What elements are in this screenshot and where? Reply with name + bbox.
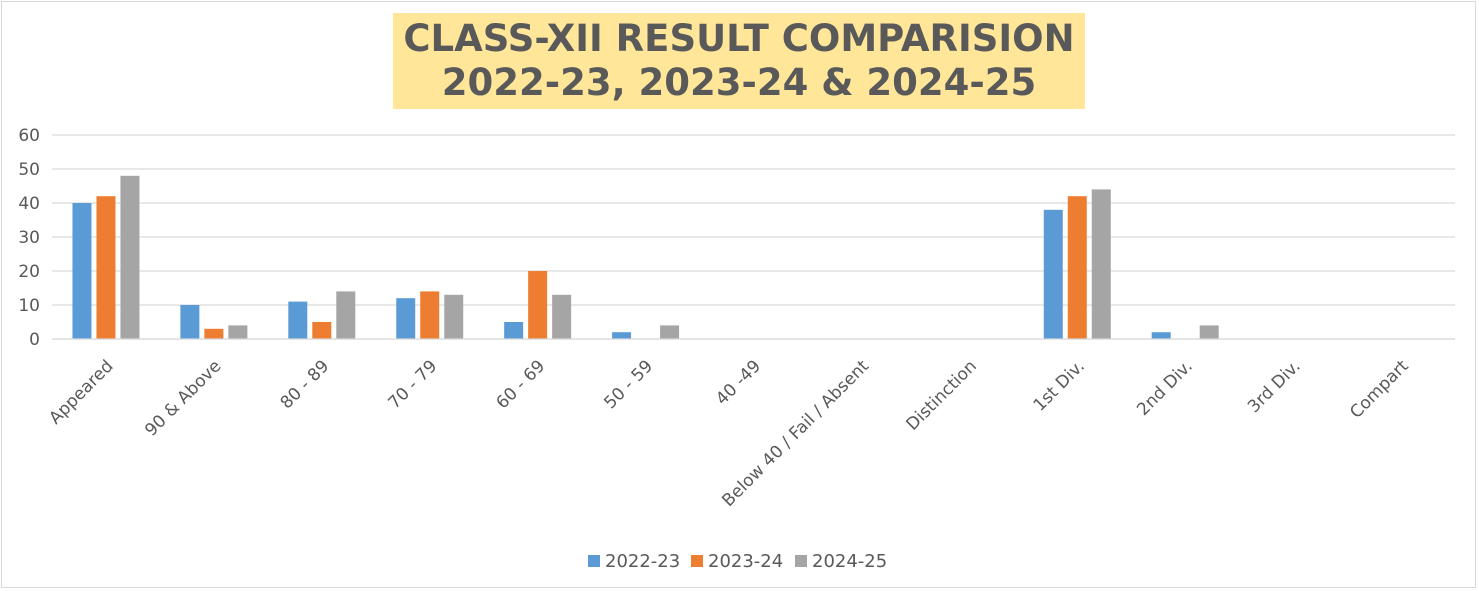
x-tick-label: 50 - 59: [600, 356, 657, 413]
legend-swatch-2024-25: [795, 555, 807, 567]
bar-2023-24-1st Div.: [1067, 196, 1087, 339]
y-tick-label: 50: [18, 160, 40, 180]
bar-2024-25-Appeared: [120, 175, 140, 339]
x-tick-label: 60 - 69: [492, 356, 549, 413]
y-tick-label: 0: [29, 330, 40, 350]
bar-2023-24-Appeared: [96, 196, 116, 339]
bar-2022-23-90 & Above: [180, 305, 200, 339]
bar-2024-25-80 - 89: [336, 291, 356, 339]
x-tick-label: 90 & Above: [141, 356, 225, 440]
x-axis: Appeared 90 & Above 80 - 89 70 - 79 60 - 69 5…: [45, 338, 1455, 511]
bar-2024-25-90 & Above: [228, 325, 248, 339]
y-tick-label: 20: [18, 262, 40, 282]
bars: [72, 175, 1219, 339]
x-tick-label: 1st Div.: [1030, 356, 1089, 415]
legend-label-2024-25: 2024-25: [812, 551, 887, 572]
bar-2022-23-50 - 59: [612, 332, 632, 339]
bar-2022-23-2nd Div.: [1151, 332, 1171, 339]
x-tick-label: 80 - 89: [277, 356, 334, 413]
x-tick-label: Appeared: [45, 356, 117, 428]
legend-label-2023-24: 2023-24: [708, 551, 783, 572]
bar-2022-23-70 - 79: [396, 298, 416, 339]
y-tick-label: 10: [18, 296, 40, 316]
x-tick-label: 40 -49: [712, 356, 765, 409]
bar-2024-25-70 - 79: [444, 294, 464, 339]
y-tick-label: 60: [18, 126, 40, 146]
gridlines: [52, 134, 1455, 340]
x-tick-label: Distinction: [903, 356, 981, 434]
chart-title-line-1: CLASS-XII RESULT COMPARISION: [403, 17, 1075, 60]
bar-2022-23-1st Div.: [1043, 209, 1063, 339]
chart-title-line-2: 2022-23, 2023-24 & 2024-25: [441, 61, 1037, 104]
bar-2024-25-50 - 59: [660, 325, 680, 339]
legend: 2022-23 2023-24 2024-25: [588, 551, 887, 572]
bar-2023-24-90 & Above: [204, 328, 224, 339]
bar-2022-23-60 - 69: [504, 322, 524, 339]
bar-2024-25-60 - 69: [552, 294, 572, 339]
bar-2024-25-2nd Div.: [1199, 325, 1219, 339]
x-tick-label: 70 - 79: [385, 356, 442, 413]
bar-2023-24-70 - 79: [420, 291, 440, 339]
bar-2022-23-80 - 89: [288, 301, 308, 339]
y-tick-label: 40: [18, 194, 40, 214]
bar-2023-24-80 - 89: [312, 322, 332, 339]
legend-swatch-2022-23: [588, 555, 600, 567]
x-tick-label: 2nd Div.: [1133, 356, 1196, 419]
chart-title: CLASS-XII RESULT COMPARISION 2022-23, 20…: [393, 13, 1085, 109]
legend-swatch-2023-24: [691, 555, 703, 567]
x-tick-label: Compart: [1346, 356, 1412, 422]
x-tick-label: 3rd Div.: [1244, 356, 1305, 417]
bar-2023-24-60 - 69: [528, 271, 548, 339]
y-tick-label: 30: [18, 228, 40, 248]
y-axis: 0 10 20 30 40 50 60: [18, 126, 40, 350]
bar-2022-23-Appeared: [72, 203, 92, 339]
legend-label-2022-23: 2022-23: [605, 551, 680, 572]
bar-2024-25-1st Div.: [1091, 189, 1111, 339]
